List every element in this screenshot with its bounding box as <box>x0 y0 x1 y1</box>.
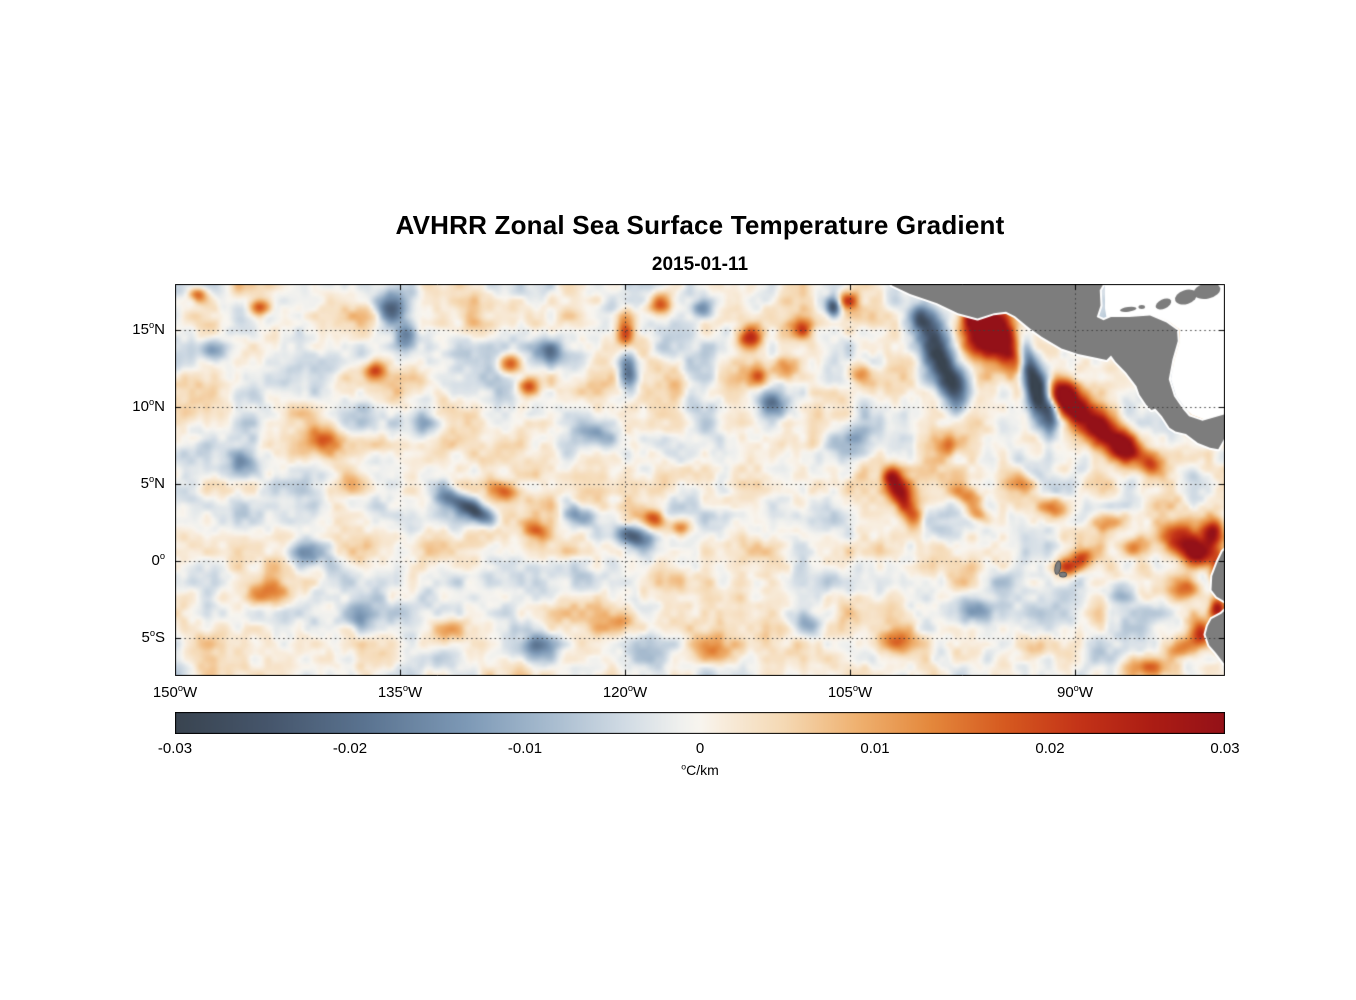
x-tick-label: 90oW <box>1056 683 1094 701</box>
colorbar-tick-label: -0.03 <box>157 740 193 757</box>
colorbar-tick-label: -0.02 <box>332 740 368 757</box>
colorbar-tick-label: 0.01 <box>860 740 890 757</box>
colorbar-tick-label: 0.02 <box>1035 740 1065 757</box>
y-tick-label: 5oN <box>140 473 165 492</box>
x-tick-label: 150oW <box>152 683 198 701</box>
y-tick-label: 10oN <box>132 396 165 415</box>
x-tick-label: 105oW <box>827 683 873 701</box>
chart-title: AVHRR Zonal Sea Surface Temperature Grad… <box>395 210 1005 240</box>
colorbar-tick-label: 0.03 <box>1210 740 1240 757</box>
y-tick-label: 0o <box>151 550 165 569</box>
sst-gradient-map-canvas <box>175 284 1225 676</box>
colorbar-tick-label: 0 <box>695 740 705 757</box>
x-tick-label: 135oW <box>377 683 423 701</box>
x-tick-label: 120oW <box>602 683 648 701</box>
y-tick-label: 15oN <box>132 320 165 339</box>
y-tick-label: 5oS <box>141 627 165 646</box>
chart-subtitle: 2015-01-11 <box>651 254 749 275</box>
colorbar-gradient <box>175 712 1225 734</box>
colorbar-tick-label: -0.01 <box>507 740 543 757</box>
colorbar-units-label: oC/km <box>681 761 719 778</box>
